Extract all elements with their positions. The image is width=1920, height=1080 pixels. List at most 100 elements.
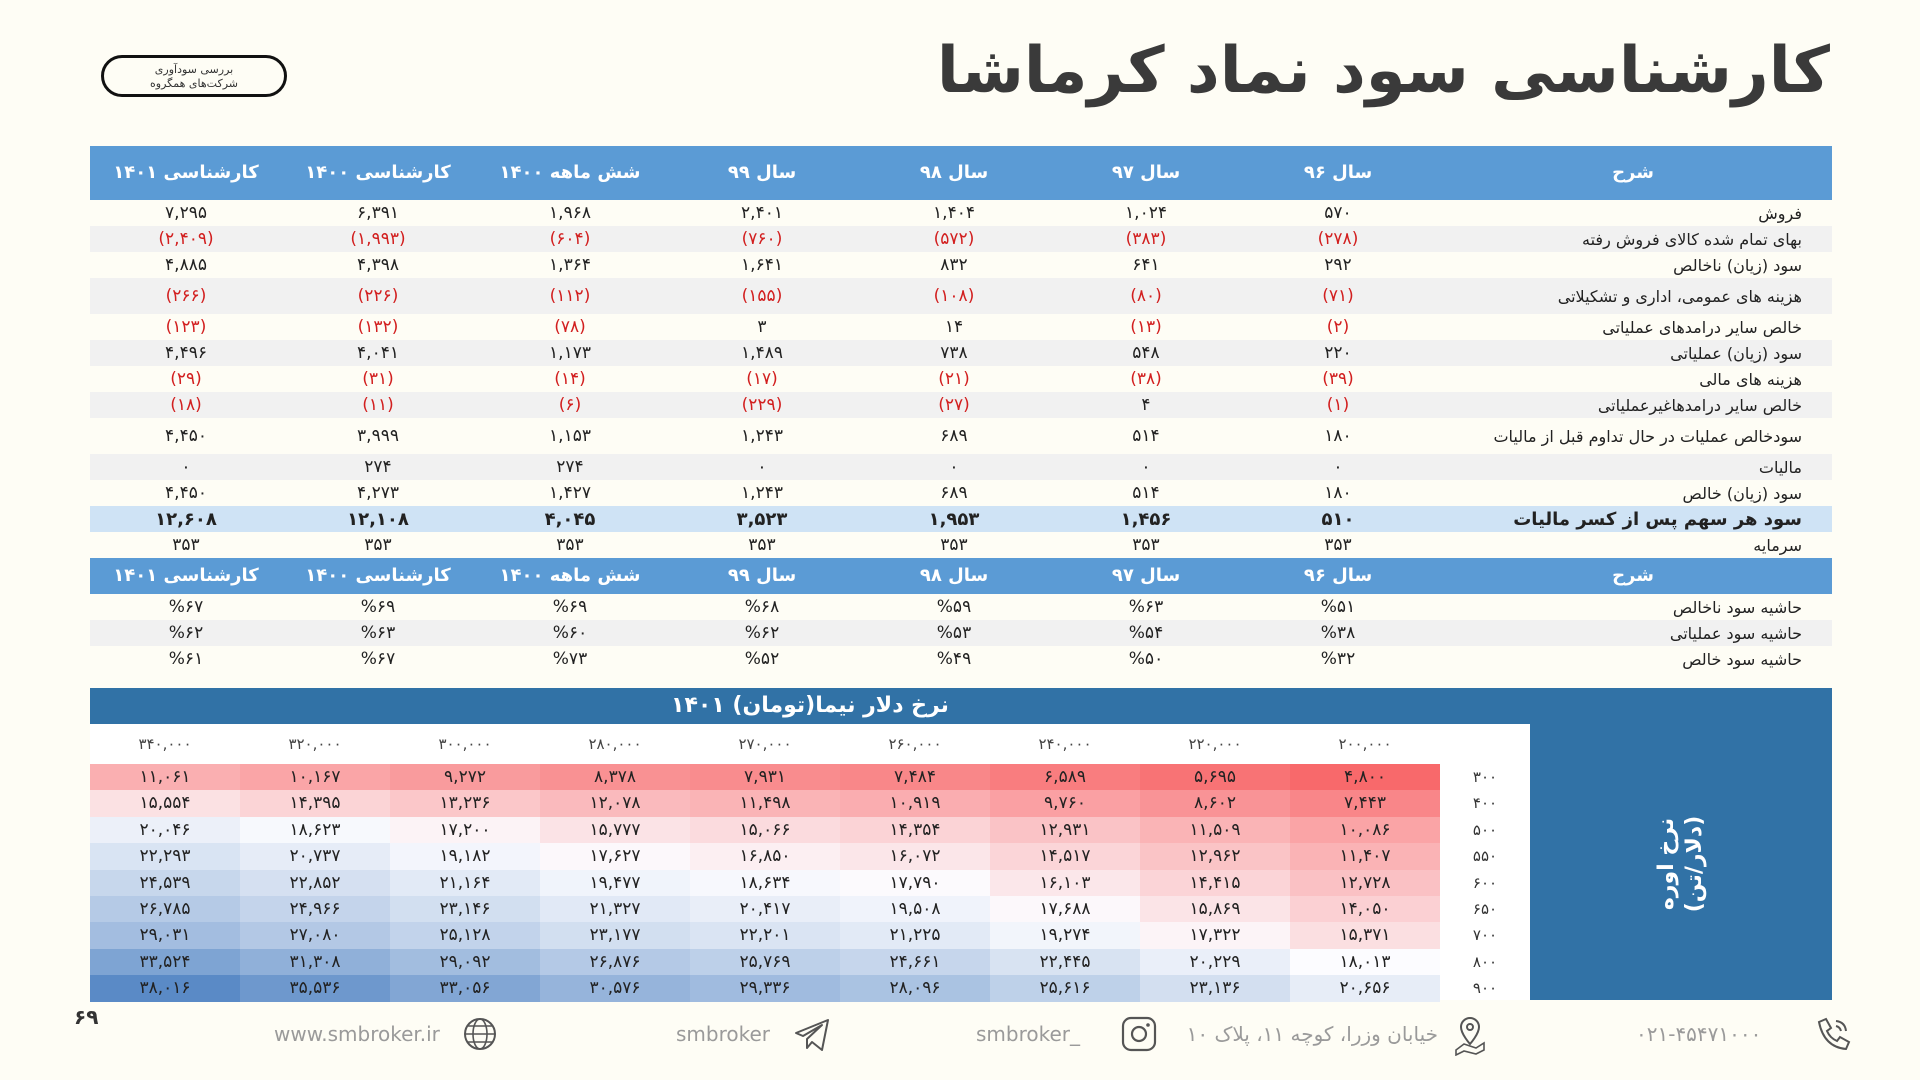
table-cell: (۲۷۸) xyxy=(1242,226,1434,252)
sensitivity-cell: ۳۰,۵۷۶ xyxy=(540,975,690,1002)
column-header: سال ۹۹ xyxy=(666,558,858,594)
sensitivity-cell: ۱۷,۷۹۰ xyxy=(840,869,990,896)
table-row: حاشیه سود خالص %۳۲ %۵۰ %۴۹ %۵۲ %۷۳ %۶۷ %۶۱ xyxy=(90,646,1832,672)
column-header: کارشناسی ۱۴۰۱ xyxy=(90,146,282,200)
sensitivity-cell: ۲۳,۱۷۷ xyxy=(540,922,690,949)
table-row: بهای تمام شده کالای فروش رفته (۲۷۸) (۳۸۳)(… xyxy=(90,226,1832,252)
sensitivity-cell: ۱۸,۰۱۳ xyxy=(1290,948,1440,976)
footer-phone[interactable]: ۰۲۱-۴۵۴۷۱۰۰۰ xyxy=(1636,1022,1762,1046)
row-label: خالص سایر درامدهاغیرعملیاتی xyxy=(1597,395,1802,415)
table-cell: %۵۰ xyxy=(1128,649,1164,669)
sensitivity-column-header: ۲۴۰,۰۰۰ xyxy=(1038,735,1092,753)
table-cell: %۶۷ xyxy=(168,597,204,617)
table-cell: ۲۷۴ xyxy=(474,454,666,480)
table-cell: (۱۰۸) xyxy=(858,278,1050,314)
row-label: حاشیه سود عملیاتی xyxy=(1669,623,1802,643)
footer-telegram[interactable]: smbroker xyxy=(676,1022,771,1046)
table-cell: ۳۵۳ xyxy=(1324,535,1352,555)
table-cell: ۴ xyxy=(1050,392,1242,418)
sensitivity-cell: ۱۶,۱۰۳ xyxy=(990,869,1140,896)
sensitivity-cell: ۲۰,۴۱۷ xyxy=(690,896,840,923)
sensitivity-cell: ۹,۷۶۰ xyxy=(990,790,1140,817)
sensitivity-cell: ۱۲,۹۶۲ xyxy=(1140,843,1290,870)
table-cell: ۱۸۰ xyxy=(1324,426,1352,446)
sensitivity-cell: ۱۵,۳۷۱ xyxy=(1290,922,1440,949)
table-cell: %۶۹ xyxy=(552,597,588,617)
table-cell: %۶۲ xyxy=(90,620,282,646)
sensitivity-row-header: ۳۰۰ xyxy=(1472,768,1498,786)
table-header-row: شرح سال ۹۶ سال ۹۷ سال ۹۸ سال ۹۹ شش ماهه ۱۴۰۰ ک… xyxy=(90,558,1832,594)
sensitivity-column-header: ۲۷۰,۰۰۰ xyxy=(738,735,792,753)
table-cell: ۶۸۹ xyxy=(940,483,968,503)
table-row: هزینه های مالی (۳۹) (۳۸) (۲۱) (۱۷) (۱۴) (۳۱) (۲… xyxy=(90,366,1832,392)
table-cell: (۱۷) xyxy=(746,369,778,389)
sensitivity-grid: ۲۰۰,۰۰۰ ۲۲۰,۰۰۰ ۲۴۰,۰۰۰ ۲۶۰,۰۰۰ ۲۷۰,۰۰۰ ۲۸۰,۰… xyxy=(90,724,1530,1002)
sensitivity-cell: ۲۷,۰۸۰ xyxy=(240,922,390,949)
table-cell: %۳۸ xyxy=(1242,620,1434,646)
table-cell: ۰ xyxy=(1242,454,1434,480)
sensitivity-cell: ۱۴,۵۱۷ xyxy=(990,843,1140,870)
sensitivity-cell: ۱۴,۴۱۵ xyxy=(1140,869,1290,896)
column-header: سال ۹۷ xyxy=(1050,146,1242,200)
sensitivity-cell: ۱۲,۷۲۸ xyxy=(1290,869,1440,896)
row-label: سرمایه xyxy=(1753,535,1802,555)
table-cell: (۷۶۰) xyxy=(666,226,858,252)
sensitivity-row-header: ۶۰۰ xyxy=(1472,873,1498,892)
sensitivity-cell: ۲۶,۷۸۵ xyxy=(90,896,240,923)
table-cell: (۳۸۳) xyxy=(1050,226,1242,252)
sensitivity-cell: ۲۹,۰۹۲ xyxy=(390,948,540,976)
row-label: حاشیه سود خالص xyxy=(1682,649,1802,669)
sensitivity-cell: ۶,۵۸۹ xyxy=(990,764,1140,791)
table-cell: (۳۸) xyxy=(1130,369,1162,389)
table-cell: ۱,۲۴۳ xyxy=(741,426,783,446)
sensitivity-cell: ۲۵,۶۱۶ xyxy=(990,975,1140,1002)
footer-website[interactable]: www.smbroker.ir xyxy=(274,1022,440,1046)
column-header: کارشناسی ۱۴۰۱ xyxy=(90,558,282,594)
footer-instagram[interactable]: smbroker_ xyxy=(976,1022,1081,1046)
header-label: شرح xyxy=(1434,146,1832,200)
table-header-row: شرح سال ۹۶ سال ۹۷ سال ۹۸ سال ۹۹ شش ماهه ۱۴۰۰ ک… xyxy=(90,146,1832,200)
sensitivity-cell: ۱۴,۳۵۴ xyxy=(840,816,990,844)
sensitivity-cell: ۷,۴۸۴ xyxy=(840,764,990,791)
telegram-icon xyxy=(795,1019,829,1051)
sensitivity-cell: ۱۷,۶۲۷ xyxy=(540,843,690,870)
badge-line-1: بررسی سودآوری xyxy=(154,63,234,76)
table-cell: (۷۱) xyxy=(1242,278,1434,314)
table-row: سود هر سهم پس از کسر مالیات ۵۱۰ ۱,۴۵۶ ۱,۹۵۳… xyxy=(90,506,1832,532)
table-cell: ۰ xyxy=(1050,454,1242,480)
table-cell: (۲,۴۰۹) xyxy=(90,226,282,252)
table-row: سود (زیان) ناخالص ۲۹۲ ۶۴۱ ۸۳۲ ۱,۶۴۱ ۱,۳۶۴ ۴,۳۹… xyxy=(90,252,1832,278)
sensitivity-cell: ۲۴,۹۶۶ xyxy=(240,896,390,923)
table-cell: (۵۷۲) xyxy=(858,226,1050,252)
column-header: شش ماهه ۱۴۰۰ xyxy=(474,558,666,594)
table-cell: ۳۵۳ xyxy=(748,535,776,555)
column-header: کارشناسی ۱۴۰۰ xyxy=(282,146,474,200)
sensitivity-cell: ۱۱,۰۶۱ xyxy=(90,764,240,791)
table-cell: (۲۷) xyxy=(858,392,1050,418)
table-cell: %۶۳ xyxy=(1128,597,1164,617)
sensitivity-cell: ۸,۳۷۸ xyxy=(540,764,690,791)
table-cell: %۳۲ xyxy=(1320,649,1356,669)
sensitivity-cell: ۵,۶۹۵ xyxy=(1140,764,1290,791)
header-label: شرح xyxy=(1434,558,1832,594)
sensitivity-cell: ۲۳,۱۳۶ xyxy=(1140,975,1290,1002)
table-cell: ۱,۹۶۸ xyxy=(549,203,591,223)
sensitivity-cell: ۱۶,۰۷۲ xyxy=(840,843,990,870)
table-cell: ۱,۶۴۱ xyxy=(741,255,783,275)
sensitivity-row-header: ۶۵۰ xyxy=(1472,900,1498,918)
phone-icon xyxy=(1817,1017,1851,1051)
sensitivity-column-header: ۳۴۰,۰۰۰ xyxy=(138,735,192,753)
column-header: سال ۹۶ xyxy=(1242,558,1434,594)
sensitivity-cell: ۳۵,۵۳۶ xyxy=(240,975,390,1002)
sensitivity-cell: ۱۰,۰۸۶ xyxy=(1290,816,1440,844)
table-cell: ۶,۳۹۱ xyxy=(357,203,399,223)
column-header: کارشناسی ۱۴۰۰ xyxy=(282,558,474,594)
table-cell: (۶) xyxy=(474,392,666,418)
table-row: حاشیه سود ناخالص %۵۱ %۶۳ %۵۹ %۶۸ %۶۹ %۶۹ %۶۷ xyxy=(90,594,1832,620)
table-cell: ۱۲,۱۰۸ xyxy=(282,506,474,532)
sensitivity-cell: ۱۵,۸۶۹ xyxy=(1140,896,1290,923)
row-label: فروش xyxy=(1758,203,1802,223)
sensitivity-cell: ۱۸,۶۳۴ xyxy=(690,869,840,896)
table-cell: ۱,۴۵۶ xyxy=(1050,506,1242,532)
